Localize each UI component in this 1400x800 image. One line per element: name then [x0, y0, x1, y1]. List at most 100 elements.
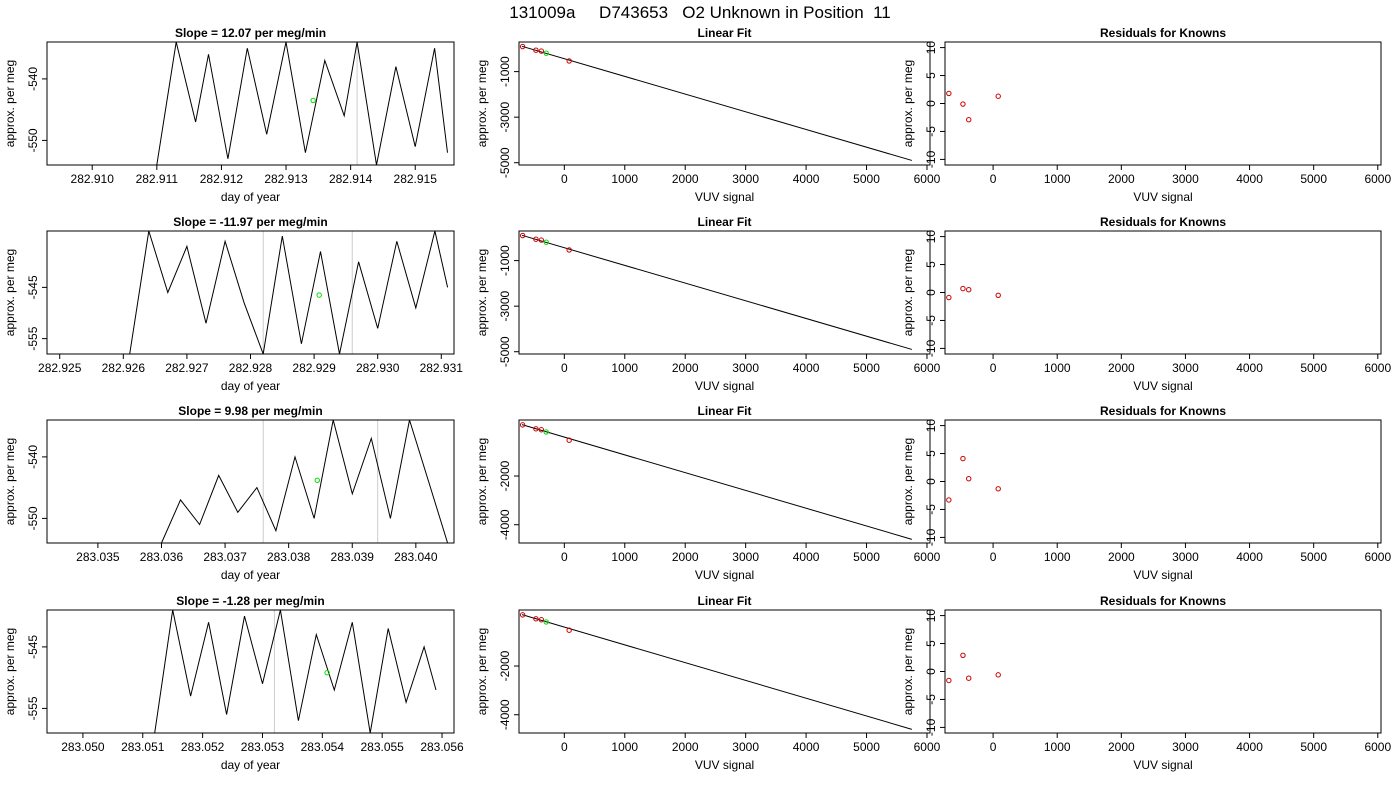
plot-area: [156, 42, 448, 165]
series-line: [161, 420, 449, 543]
x-tick-label: 282.925: [38, 361, 82, 375]
x-tick-label: 2000: [1108, 361, 1135, 375]
x-tick-label: 283.053: [241, 740, 285, 754]
unknown-point: [543, 50, 549, 56]
x-axis-label: VUV signal: [1133, 190, 1192, 204]
x-tick-label: 1000: [1044, 361, 1071, 375]
panel-title: Slope = -1.28 per meg/min: [176, 594, 324, 608]
y-tick-label: -540: [26, 67, 40, 91]
y-tick-label: -550: [26, 128, 40, 152]
residual-point: [946, 677, 952, 684]
y-tick-label: 0: [924, 668, 938, 675]
y-axis-label: approx. per meg: [901, 628, 915, 715]
panel-r3-c1: Linear Fit VUV signal approx. per meg 0 1000…: [475, 594, 941, 772]
x-tick-label: 283.050: [61, 740, 105, 754]
x-tick-label: 4000: [793, 361, 820, 375]
y-tick-label: -5000: [498, 147, 512, 178]
panel-r1-c2: Residuals for Knowns VUV signal approx. pe…: [901, 215, 1391, 393]
panel-title: Slope = -11.97 per meg/min: [173, 215, 327, 229]
known-point: [538, 427, 545, 433]
y-tick-label: -1000: [498, 245, 512, 276]
y-tick-label: -10: [924, 150, 938, 168]
y-axis-label: approx. per meg: [3, 628, 17, 715]
y-tick-label: 5: [924, 640, 938, 647]
x-tick-label: 1000: [611, 361, 638, 375]
x-axis-label: VUV signal: [1133, 568, 1192, 582]
panel-r2-c2: Residuals for Knowns VUV signal approx. pe…: [901, 404, 1391, 582]
fit-line: [521, 45, 913, 161]
x-axis-label: day of year: [221, 190, 280, 204]
unknown-point: [543, 619, 549, 625]
y-tick-label: 0: [924, 100, 938, 107]
x-tick-label: 283.056: [420, 740, 464, 754]
x-tick-label: 282.931: [420, 361, 464, 375]
unknown-point: [324, 670, 330, 676]
y-tick-label: -1000: [498, 56, 512, 87]
y-tick-label: -2000: [498, 650, 512, 681]
residual-point: [960, 455, 966, 462]
x-axis-label: day of year: [221, 568, 280, 582]
x-tick-label: 3000: [1172, 172, 1199, 186]
plot-frame: [518, 230, 931, 355]
panel-title: Linear Fit: [697, 215, 751, 229]
x-tick-label: 282.926: [102, 361, 146, 375]
known-point: [533, 616, 539, 622]
y-axis-label: approx. per meg: [901, 438, 915, 525]
x-tick-label: 1000: [611, 550, 638, 564]
plot-frame: [46, 41, 455, 166]
x-tick-label: 0: [561, 172, 568, 186]
plot-frame: [944, 419, 1382, 544]
x-tick-label: 283.040: [394, 550, 438, 564]
x-axis-label: day of year: [221, 379, 280, 393]
y-tick-label: -4000: [498, 509, 512, 540]
x-axis-label: VUV signal: [1133, 379, 1192, 393]
panels: Slope = 12.07 per meg/min day of year appr…: [3, 26, 1391, 772]
plot-frame: [518, 41, 931, 166]
y-tick-label: -10: [924, 718, 938, 736]
unknown-point: [314, 477, 320, 483]
x-axis-label: VUV signal: [695, 758, 754, 772]
x-tick-label: 283.038: [267, 550, 311, 564]
x-axis-label: day of year: [221, 758, 280, 772]
plot-area: [154, 610, 437, 733]
plot-area: [519, 422, 913, 540]
x-tick-label: 3000: [732, 550, 759, 564]
known-point: [538, 617, 545, 623]
x-axis-label: VUV signal: [695, 379, 754, 393]
plot-area: [946, 455, 1001, 503]
known-point: [533, 426, 539, 432]
x-tick-label: 2000: [672, 550, 699, 564]
y-tick-label: -5000: [498, 336, 512, 367]
y-axis-label: approx. per meg: [3, 60, 17, 147]
y-tick-label: 5: [924, 72, 938, 79]
y-tick-label: -5: [924, 694, 938, 705]
figure-title: 131009a D743653 O2 Unknown in Position 1…: [509, 3, 891, 22]
fit-line: [521, 614, 913, 730]
x-tick-label: 3000: [1172, 740, 1199, 754]
x-tick-label: 283.055: [360, 740, 404, 754]
residual-point: [995, 486, 1001, 492]
residual-point: [966, 675, 972, 681]
residual-point: [995, 292, 1001, 298]
y-tick-label: -2000: [498, 460, 512, 491]
x-tick-label: 282.928: [229, 361, 273, 375]
fit-line: [521, 424, 913, 540]
y-tick-label: -4000: [498, 699, 512, 730]
plot-frame: [518, 419, 931, 544]
y-axis-label: approx. per meg: [3, 438, 17, 525]
plot-area: [161, 420, 449, 543]
panel-title: Slope = 12.07 per meg/min: [175, 26, 326, 40]
x-tick-label: 3000: [732, 172, 759, 186]
y-tick-label: -5: [924, 126, 938, 137]
panel-r2-c1: Linear Fit VUV signal approx. per meg 0 1000…: [475, 404, 941, 582]
y-tick-label: -545: [26, 275, 40, 299]
x-tick-label: 3000: [732, 740, 759, 754]
panel-title: Slope = 9.98 per meg/min: [178, 404, 322, 418]
residual-point: [966, 476, 972, 482]
y-tick-label: 10: [924, 230, 938, 244]
panel-title: Residuals for Knowns: [1100, 594, 1226, 608]
x-tick-label: 4000: [1236, 740, 1263, 754]
known-point: [533, 236, 539, 242]
residual-point: [946, 90, 952, 97]
